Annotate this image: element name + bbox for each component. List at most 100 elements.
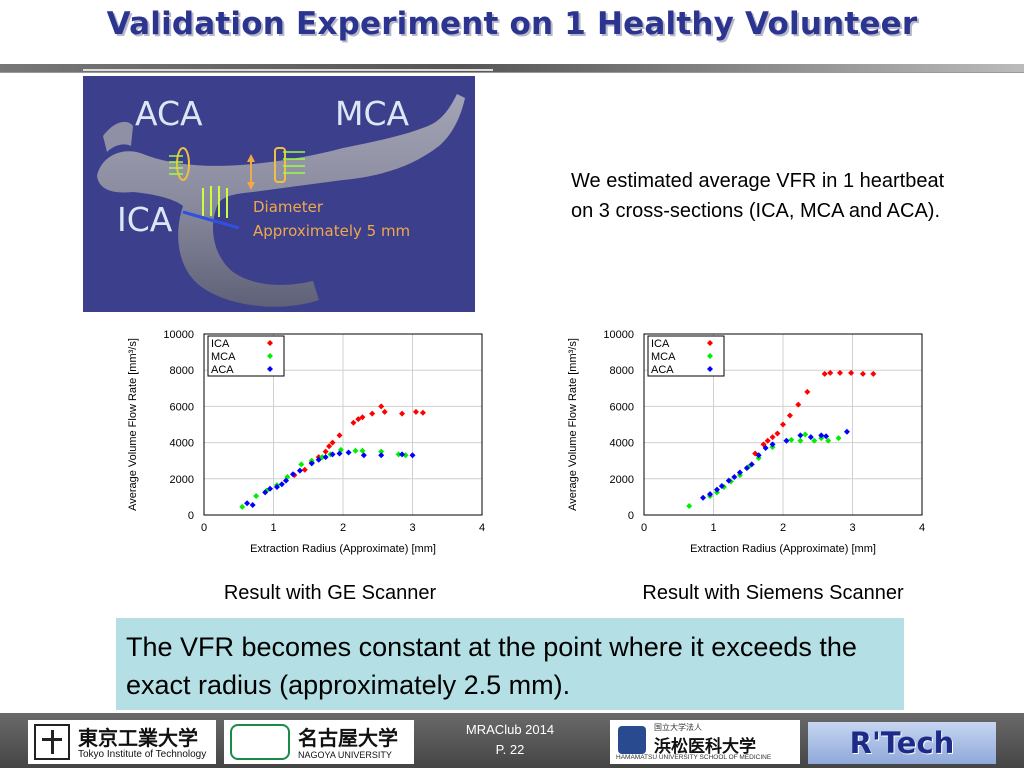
tokyo-tech-emblem-icon — [34, 724, 70, 760]
y-tick-label: 6000 — [170, 401, 194, 413]
data-point-mca — [298, 461, 305, 468]
footer-credit: MRAClub 2014 P. 22 — [440, 720, 580, 760]
hamamatsu-name-en: HAMAMATSU UNIVERSITY SCHOOL OF MEDICINE — [616, 754, 772, 761]
tokyo-tech-name-en: Tokyo Institute of Technology — [78, 749, 207, 760]
diameter-label-line1: Diameter — [253, 198, 324, 216]
siemens-chart-caption: Result with Siemens Scanner — [642, 582, 904, 604]
siemens-scatter-chart: 0 1 2 3 4 0 2000 4000 6000 8000 10000 Extraction Ra… — [567, 329, 925, 555]
data-point-ica — [336, 432, 343, 439]
rtech-logo: R'Tech — [808, 722, 996, 764]
data-point-mca — [802, 431, 809, 438]
y-axis-label: Average Volume Flow Rate [mm³/s] — [567, 338, 579, 511]
data-point-ica — [301, 466, 308, 473]
hamamatsu-logo: 国立大学法人 浜松医科大学 HAMAMATSU UNIVERSITY SCHOO… — [610, 720, 800, 764]
data-point-ica — [848, 369, 855, 376]
data-point-aca — [725, 477, 732, 484]
legend-label-mca: MCA — [651, 351, 676, 363]
data-point-aca — [262, 489, 269, 496]
data-point-ica — [859, 370, 866, 377]
image-top-line — [83, 69, 493, 71]
data-point-mca — [811, 437, 818, 444]
data-point-ica — [359, 414, 366, 421]
data-point-ica — [836, 369, 843, 376]
y-tick-label: 8000 — [610, 365, 634, 377]
data-point-aca — [267, 485, 274, 492]
data-point-aca — [843, 428, 850, 435]
data-point-ica — [774, 430, 781, 437]
legend-label-mca: MCA — [211, 351, 236, 363]
nagoya-name-jp: 名古屋大学 — [298, 726, 398, 750]
x-tick-label: 1 — [710, 522, 716, 534]
data-point-aca — [283, 477, 290, 484]
data-point-ica — [795, 401, 802, 408]
data-point-aca — [818, 432, 825, 439]
data-point-mca — [337, 446, 344, 453]
data-point-mca — [797, 437, 804, 444]
data-point-ica — [399, 410, 406, 417]
y-tick-label: 0 — [188, 510, 194, 522]
data-point-ica — [419, 409, 426, 416]
data-point-aca — [707, 491, 714, 498]
data-point-mca — [352, 447, 359, 454]
data-point-aca — [336, 450, 343, 457]
vessel-rendering-image: ACA MCA ICA Diameter Approximately 5 mm — [83, 76, 475, 312]
x-tick-label: 1 — [270, 522, 276, 534]
x-tick-label: 3 — [409, 522, 415, 534]
y-tick-label: 0 — [628, 510, 634, 522]
legend-label-ica: ICA — [651, 338, 670, 350]
ica-label: ICA — [117, 200, 173, 239]
data-point-mca — [395, 451, 402, 458]
data-point-aca — [713, 486, 720, 493]
data-point-aca — [762, 445, 769, 452]
data-point-aca — [783, 437, 790, 444]
x-tick-label: 0 — [201, 522, 207, 534]
data-point-ica — [769, 434, 776, 441]
diameter-arrowhead-top — [247, 154, 255, 162]
data-point-aca — [736, 469, 743, 476]
data-point-aca — [769, 441, 776, 448]
data-point-aca — [289, 471, 296, 478]
data-point-aca — [700, 494, 707, 501]
x-tick-label: 2 — [780, 522, 786, 534]
ge-scatter-chart: 0 1 2 3 4 0 2000 4000 6000 8000 10000 Extraction Ra… — [127, 329, 485, 555]
data-point-ica — [780, 421, 786, 428]
x-tick-label: 0 — [641, 522, 647, 534]
y-tick-label: 4000 — [610, 438, 634, 450]
data-point-ica — [326, 443, 333, 450]
y-tick-label: 10000 — [163, 329, 194, 341]
slide-title: Validation Experiment on 1 Healthy Volun… — [106, 6, 918, 42]
data-point-ica — [827, 369, 834, 376]
data-point-aca — [329, 451, 336, 458]
data-point-aca — [322, 454, 329, 461]
legend-marker-mca — [707, 353, 713, 359]
data-point-ica — [381, 408, 388, 415]
data-point-aca — [399, 451, 406, 458]
data-point-aca — [409, 452, 416, 459]
vessel-illustration — [97, 94, 465, 307]
aca-cross-section — [176, 147, 190, 181]
aca-flow-vectors — [169, 155, 183, 175]
data-point-aca — [315, 456, 322, 463]
tokyo-tech-logo: 東京工業大学 Tokyo Institute of Technology — [28, 720, 216, 764]
data-point-ica — [786, 412, 793, 419]
data-point-ica — [752, 450, 759, 457]
data-point-ica — [764, 437, 771, 444]
legend-label-aca: ACA — [651, 364, 674, 376]
data-point-mca — [239, 503, 246, 510]
diameter-arrowhead-bottom — [247, 182, 255, 190]
y-tick-label: 8000 — [170, 365, 194, 377]
data-point-aca — [244, 500, 251, 507]
y-tick-label: 10000 — [603, 329, 634, 341]
legend-marker-mca — [267, 353, 273, 359]
rtech-wordmark: R'Tech — [849, 726, 955, 760]
y-tick-label: 2000 — [610, 474, 634, 486]
x-axis-label: Extraction Radius (Approximate) [mm] — [250, 543, 436, 555]
estimation-note: We estimated average VFR in 1 heartbeat … — [571, 170, 945, 222]
conclusion-text: The VFR becomes constant at the point wh… — [126, 632, 857, 700]
data-point-mca — [825, 437, 832, 444]
data-point-ica — [821, 370, 828, 377]
data-point-aca — [278, 481, 285, 488]
mca-label: MCA — [335, 94, 410, 133]
data-point-aca — [308, 460, 315, 467]
data-point-aca — [296, 467, 303, 474]
